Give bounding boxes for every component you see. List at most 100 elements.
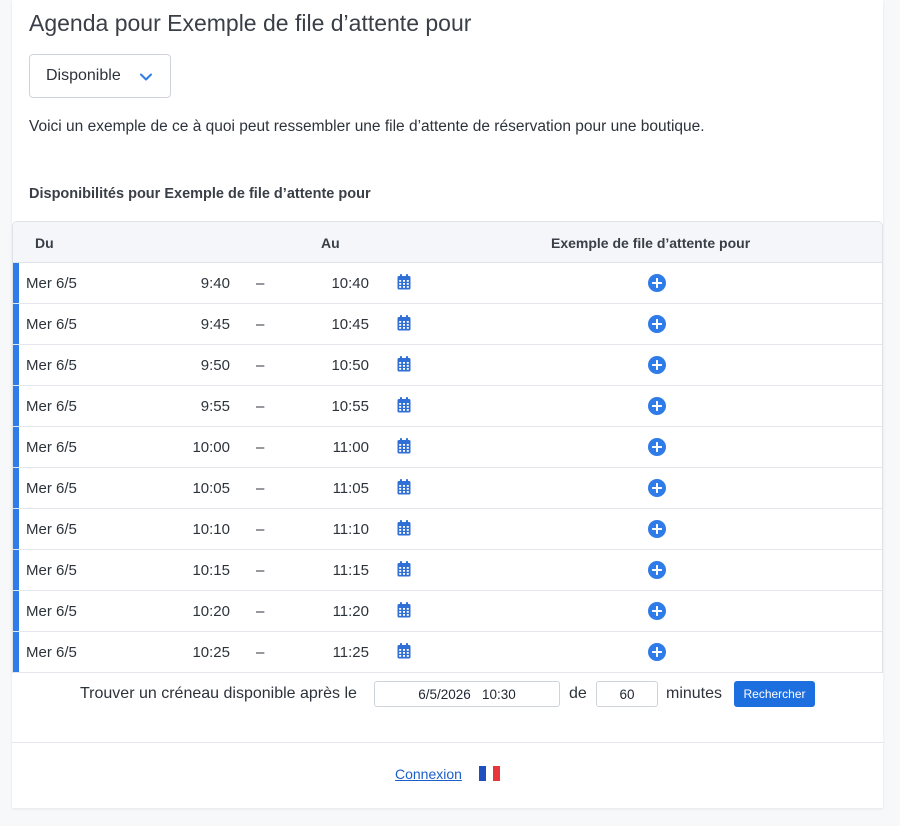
add-circle-icon[interactable] xyxy=(648,602,666,620)
row-start-time: 10:20 xyxy=(192,603,230,620)
table-row: Mer 6/5 9:45 – 10:45 xyxy=(13,304,882,345)
flag-stripe xyxy=(486,766,493,781)
row-day: Mer 6/5 xyxy=(26,521,77,538)
row-separator: – xyxy=(256,521,265,538)
row-separator: – xyxy=(256,357,265,374)
add-circle-icon[interactable] xyxy=(648,561,666,579)
calendar-icon[interactable] xyxy=(397,315,411,331)
row-separator: – xyxy=(256,562,265,579)
agenda-card: Agenda pour Exemple de file d’attente po… xyxy=(12,0,883,808)
row-accent xyxy=(13,345,19,385)
calendar-icon[interactable] xyxy=(397,438,411,454)
row-end-time: 11:10 xyxy=(332,521,369,538)
calendar-icon[interactable] xyxy=(397,602,411,618)
search-button[interactable]: Rechercher xyxy=(734,681,815,707)
row-start-time: 10:05 xyxy=(192,480,230,497)
row-accent xyxy=(13,550,19,590)
row-day: Mer 6/5 xyxy=(26,357,77,374)
page-title: Agenda pour Exemple de file d’attente po… xyxy=(29,10,472,36)
flag-stripe xyxy=(493,766,500,781)
row-end-time: 11:25 xyxy=(332,644,369,661)
header-from: Du xyxy=(35,235,54,251)
row-start-time: 9:50 xyxy=(200,357,230,374)
duration-unit-label: minutes xyxy=(666,685,723,702)
row-separator: – xyxy=(256,644,265,661)
availability-table: Du Au Exemple de file d’attente pour Mer… xyxy=(12,221,883,673)
header-to: Au xyxy=(321,235,340,251)
calendar-icon[interactable] xyxy=(397,479,411,495)
calendar-icon[interactable] xyxy=(397,561,411,577)
row-end-time: 10:40 xyxy=(331,275,369,292)
table-row: Mer 6/5 9:55 – 10:55 xyxy=(13,386,882,427)
add-circle-icon[interactable] xyxy=(648,397,666,415)
flag-fr-icon[interactable] xyxy=(479,766,500,781)
table-row: Mer 6/5 10:25 – 11:25 xyxy=(13,632,882,673)
row-start-time: 10:25 xyxy=(192,644,230,661)
header-queue: Exemple de file d’attente pour xyxy=(551,235,751,251)
row-separator: – xyxy=(256,603,265,620)
availability-select-value: Disponible xyxy=(46,67,121,84)
row-end-time: 11:05 xyxy=(332,480,369,497)
calendar-icon[interactable] xyxy=(397,356,411,372)
add-circle-icon[interactable] xyxy=(648,356,666,374)
chevron-down-icon xyxy=(140,73,152,81)
row-accent xyxy=(13,632,19,672)
table-body: Mer 6/5 9:40–10:40 Mer 6/5 9:45–10:45 Mer 6/… xyxy=(13,263,882,673)
row-accent xyxy=(13,386,19,426)
calendar-icon[interactable] xyxy=(397,397,411,413)
table-row: Mer 6/5 9:40 – 10:40 xyxy=(13,263,882,304)
flag-stripe xyxy=(479,766,486,781)
row-accent xyxy=(13,427,19,467)
add-circle-icon[interactable] xyxy=(648,520,666,538)
row-day: Mer 6/5 xyxy=(26,275,77,292)
intro-text: Voici un exemple de ce à quoi peut resse… xyxy=(29,118,705,135)
calendar-icon[interactable] xyxy=(397,274,411,290)
row-separator: – xyxy=(256,275,265,292)
table-row: Mer 6/5 10:10 – 11:10 xyxy=(13,509,882,550)
calendar-icon[interactable] xyxy=(397,643,411,659)
table-row: Mer 6/5 10:05 – 11:05 xyxy=(13,468,882,509)
row-separator: – xyxy=(256,480,265,497)
datetime-input[interactable] xyxy=(374,681,560,707)
row-accent xyxy=(13,263,19,303)
table-row: Mer 6/5 10:20 – 11:20 xyxy=(13,591,882,632)
row-day: Mer 6/5 xyxy=(26,398,77,415)
add-circle-icon[interactable] xyxy=(648,479,666,497)
duration-input[interactable] xyxy=(596,681,658,707)
footer-divider xyxy=(12,742,883,743)
add-circle-icon[interactable] xyxy=(648,274,666,292)
add-circle-icon[interactable] xyxy=(648,643,666,661)
row-separator: – xyxy=(256,439,265,456)
row-start-time: 9:55 xyxy=(200,398,230,415)
row-day: Mer 6/5 xyxy=(26,480,77,497)
search-of-label: de xyxy=(569,685,587,702)
table-row: Mer 6/5 10:15 – 11:15 xyxy=(13,550,882,591)
row-day: Mer 6/5 xyxy=(26,644,77,661)
row-day: Mer 6/5 xyxy=(26,316,77,333)
table-row: Mer 6/5 9:50 – 10:50 xyxy=(13,345,882,386)
row-accent xyxy=(13,591,19,631)
row-start-time: 10:10 xyxy=(192,521,230,538)
row-start-time: 10:15 xyxy=(192,562,230,579)
row-accent xyxy=(13,468,19,508)
add-circle-icon[interactable] xyxy=(648,315,666,333)
row-end-time: 10:50 xyxy=(331,357,369,374)
add-circle-icon[interactable] xyxy=(648,438,666,456)
row-accent xyxy=(13,304,19,344)
row-separator: – xyxy=(256,316,265,333)
row-day: Mer 6/5 xyxy=(26,562,77,579)
row-end-time: 10:45 xyxy=(331,316,369,333)
calendar-icon[interactable] xyxy=(397,520,411,536)
row-start-time: 9:40 xyxy=(200,275,230,292)
row-start-time: 9:45 xyxy=(200,316,230,333)
table-row: Mer 6/5 10:00 – 11:00 xyxy=(13,427,882,468)
section-subtitle: Disponibilités pour Exemple de file d’at… xyxy=(29,186,371,202)
row-end-time: 10:55 xyxy=(331,398,369,415)
login-link[interactable]: Connexion xyxy=(395,766,462,782)
row-end-time: 11:15 xyxy=(332,562,369,579)
row-accent xyxy=(13,509,19,549)
row-end-time: 11:00 xyxy=(332,439,369,456)
table-header: Du Au Exemple de file d’attente pour xyxy=(13,222,882,263)
row-day: Mer 6/5 xyxy=(26,603,77,620)
availability-select[interactable]: Disponible xyxy=(29,54,171,98)
